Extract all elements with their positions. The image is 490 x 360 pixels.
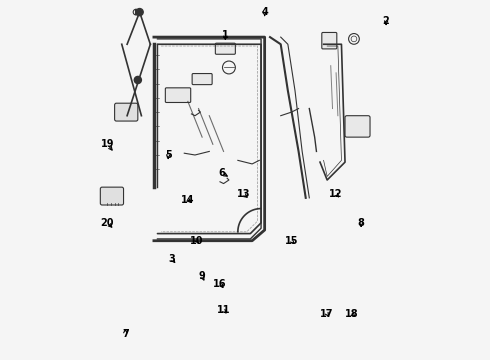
Text: 1: 1 <box>222 30 229 40</box>
Text: 19: 19 <box>101 139 114 149</box>
Text: 17: 17 <box>320 309 334 319</box>
FancyBboxPatch shape <box>165 88 191 103</box>
Circle shape <box>134 76 142 84</box>
FancyBboxPatch shape <box>100 187 123 205</box>
Text: 9: 9 <box>199 271 205 282</box>
FancyBboxPatch shape <box>215 43 235 54</box>
FancyBboxPatch shape <box>115 103 138 121</box>
FancyBboxPatch shape <box>192 73 212 85</box>
Text: 3: 3 <box>169 253 175 264</box>
Text: 15: 15 <box>285 236 298 246</box>
Text: 8: 8 <box>358 218 365 228</box>
Text: 18: 18 <box>345 309 359 319</box>
Text: 7: 7 <box>122 329 129 339</box>
Text: 16: 16 <box>213 279 227 289</box>
Text: 11: 11 <box>217 305 230 315</box>
FancyBboxPatch shape <box>322 32 337 49</box>
Text: 20: 20 <box>101 218 114 228</box>
Text: 12: 12 <box>329 189 343 199</box>
Text: 4: 4 <box>261 7 268 17</box>
Text: 10: 10 <box>190 236 203 246</box>
Text: 5: 5 <box>165 150 172 160</box>
Text: 6: 6 <box>219 168 225 178</box>
Text: 14: 14 <box>181 195 195 204</box>
FancyBboxPatch shape <box>345 116 370 137</box>
Text: 2: 2 <box>383 16 390 26</box>
Text: 13: 13 <box>237 189 250 199</box>
Circle shape <box>136 9 143 16</box>
